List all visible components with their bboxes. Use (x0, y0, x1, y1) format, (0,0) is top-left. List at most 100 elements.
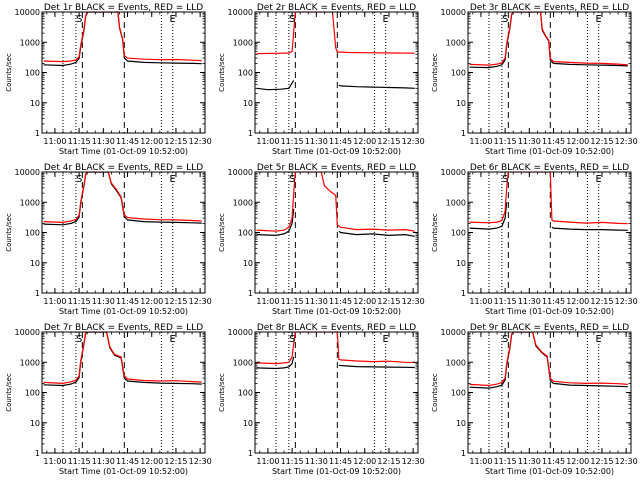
chart-title: Det 1r BLACK = Events, RED = LLD (44, 3, 203, 13)
y-tick-label: 100 (238, 69, 253, 78)
plot-frame (467, 331, 632, 454)
y-tick-label: 1 (461, 449, 466, 458)
x-axis-label: Start Time (01-Oct-09 10:52:00) (59, 307, 188, 316)
y-tick-label: 1000 (446, 38, 466, 47)
x-tick-label: 11:00 (256, 137, 279, 146)
x-axis-label: Start Time (01-Oct-09 10:52:00) (59, 467, 188, 476)
y-tick-label: 10000 (15, 168, 40, 177)
series-line (256, 80, 295, 91)
interval-marker: S (76, 174, 82, 185)
y-tick-label: 10 (30, 99, 40, 108)
y-tick-label: 1 (248, 289, 253, 298)
chart-panel: 1 10 100 1000 10000 11:00 11:15 11:30 11:45 12:00… (218, 323, 425, 476)
x-tick-label: 12:15 (377, 297, 400, 306)
y-axis-label: Counts/sec (431, 213, 439, 252)
y-tick-label: 1 (35, 289, 40, 298)
chart-panel: 1 10 100 1000 10000 11:00 11:15 11:30 11:45 12:00… (5, 163, 212, 316)
plot-frame (254, 171, 419, 294)
x-tick-label: 11:00 (43, 137, 66, 146)
y-tick-label: 100 (451, 69, 466, 78)
y-tick-label: 1000 (233, 358, 253, 367)
y-tick-label: 10 (243, 419, 253, 428)
x-tick-label: 12:15 (164, 457, 187, 466)
plot-frame (254, 11, 419, 134)
y-axis-label: Counts/sec (5, 373, 13, 412)
series-line (256, 332, 415, 365)
x-tick-label: 11:15 (68, 457, 91, 466)
x-tick-label: 12:30 (615, 457, 638, 466)
x-tick-label: 12:00 (140, 457, 163, 466)
y-axis-label: Counts/sec (431, 373, 439, 412)
y-tick-label: 10 (30, 419, 40, 428)
x-axis-label: Start Time (01-Oct-09 10:52:00) (485, 467, 614, 476)
y-axis-label: Counts/sec (218, 213, 226, 252)
x-tick-label: 11:15 (68, 137, 91, 146)
plot-frame (467, 11, 632, 134)
y-axis-label: Counts/sec (431, 53, 439, 92)
x-tick-label: 11:45 (542, 137, 565, 146)
x-tick-label: 11:30 (518, 457, 541, 466)
x-tick-label: 11:00 (256, 457, 279, 466)
interval-marker: S (76, 14, 82, 25)
x-axis-label: Start Time (01-Oct-09 10:52:00) (485, 147, 614, 156)
y-tick-label: 10 (243, 259, 253, 268)
y-tick-label: 1000 (20, 358, 40, 367)
plot-frame (41, 331, 206, 454)
y-tick-label: 10 (456, 259, 466, 268)
y-tick-label: 1 (461, 289, 466, 298)
y-tick-label: 10000 (441, 328, 466, 337)
x-tick-label: 11:30 (518, 297, 541, 306)
x-tick-label: 11:00 (43, 297, 66, 306)
y-tick-label: 10000 (228, 8, 253, 17)
x-tick-label: 12:15 (377, 457, 400, 466)
chart-panel: 1 10 100 1000 10000 11:00 11:15 11:30 11:45 12:00… (218, 3, 425, 156)
y-axis-label: Counts/sec (5, 53, 13, 92)
y-tick-label: 10 (456, 419, 466, 428)
interval-marker: S (289, 174, 295, 185)
x-tick-label: 11:15 (494, 137, 517, 146)
x-tick-label: 11:30 (92, 137, 115, 146)
x-tick-label: 11:30 (305, 297, 328, 306)
x-tick-label: 12:00 (566, 137, 589, 146)
x-tick-label: 12:30 (189, 297, 212, 306)
x-tick-label: 12:30 (189, 137, 212, 146)
y-tick-label: 10000 (441, 168, 466, 177)
x-tick-label: 12:00 (353, 297, 376, 306)
y-tick-label: 100 (238, 229, 253, 238)
chart-title: Det 9r BLACK = Events, RED = LLD (470, 323, 629, 333)
plot-frame (41, 11, 206, 134)
x-tick-label: 11:15 (281, 297, 304, 306)
series-line (43, 172, 202, 226)
y-tick-label: 10 (456, 99, 466, 108)
x-tick-label: 12:00 (140, 297, 163, 306)
interval-marker: E (596, 334, 602, 345)
plot-frame (41, 171, 206, 294)
x-axis-label: Start Time (01-Oct-09 10:52:00) (272, 307, 401, 316)
y-tick-label: 1000 (446, 358, 466, 367)
y-tick-label: 10000 (228, 328, 253, 337)
y-tick-label: 1000 (233, 38, 253, 47)
interval-marker: E (596, 14, 602, 25)
chart-title: Det 7r BLACK = Events, RED = LLD (44, 323, 203, 333)
y-tick-label: 1000 (20, 38, 40, 47)
x-tick-label: 11:30 (305, 137, 328, 146)
series-line (338, 230, 415, 237)
chart-title: Det 6r BLACK = Events, RED = LLD (470, 163, 629, 173)
plot-frame (467, 171, 632, 294)
series-line (338, 84, 415, 89)
y-tick-label: 1000 (20, 198, 40, 207)
chart-title: Det 3r BLACK = Events, RED = LLD (470, 3, 629, 13)
series-line (256, 356, 295, 370)
x-tick-label: 12:30 (615, 297, 638, 306)
x-tick-label: 12:15 (164, 137, 187, 146)
x-axis-label: Start Time (01-Oct-09 10:52:00) (59, 147, 188, 156)
x-axis-label: Start Time (01-Oct-09 10:52:00) (272, 467, 401, 476)
x-tick-label: 11:45 (329, 297, 352, 306)
y-tick-label: 1 (35, 449, 40, 458)
x-tick-label: 11:00 (256, 297, 279, 306)
y-tick-label: 10000 (15, 8, 40, 17)
y-axis-label: Counts/sec (218, 373, 226, 412)
x-tick-label: 11:45 (116, 457, 139, 466)
chart-panel: 1 10 100 1000 10000 11:00 11:15 11:30 11:45 12:00… (5, 3, 212, 156)
